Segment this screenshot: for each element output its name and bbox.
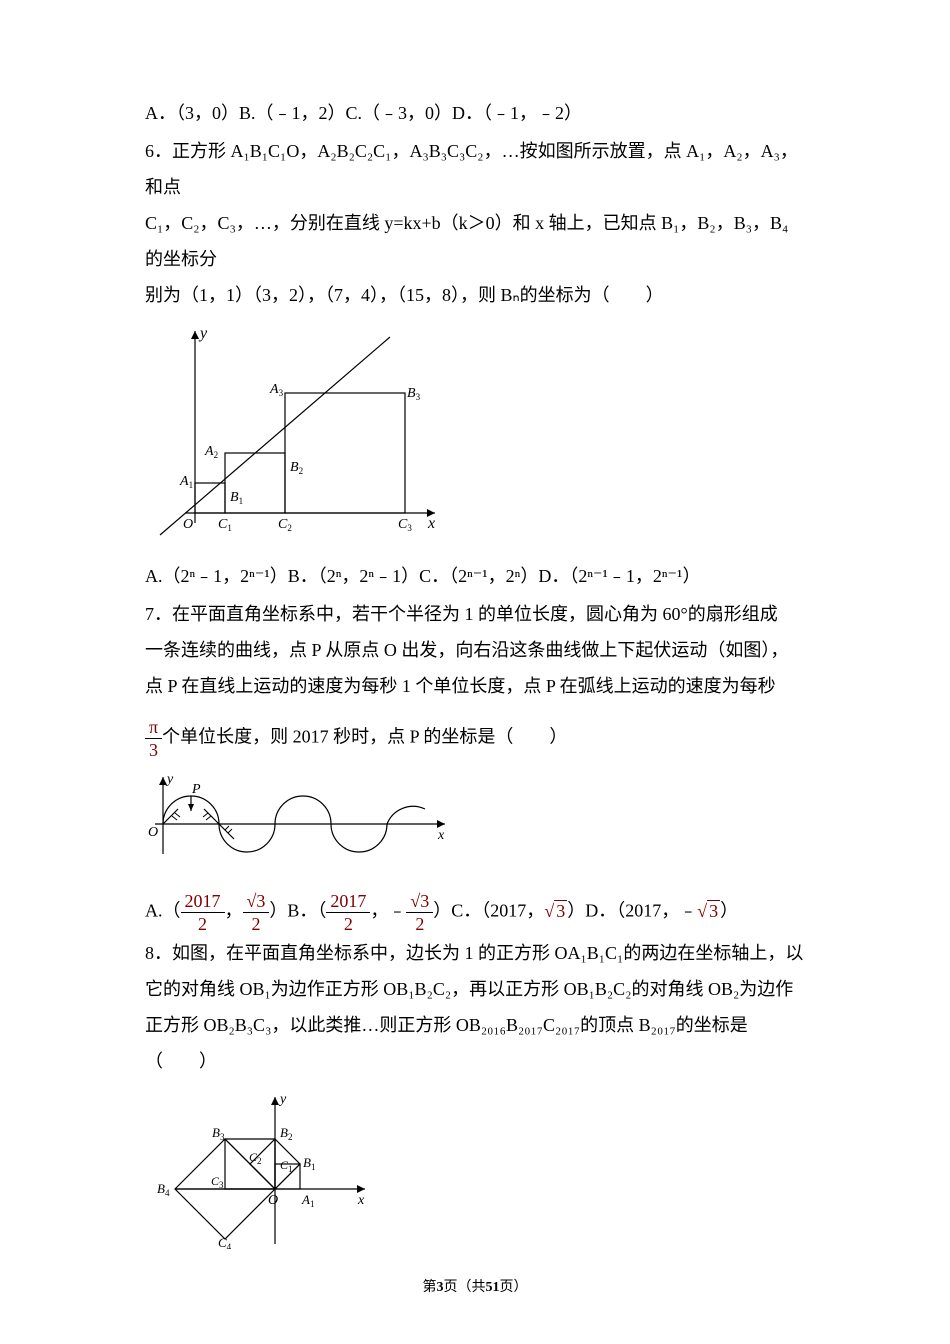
svg-text:A2: A2 xyxy=(204,444,218,460)
svg-text:B3: B3 xyxy=(212,1125,225,1142)
svg-text:y: y xyxy=(198,325,208,342)
svg-text:A1: A1 xyxy=(179,474,193,490)
q6-stem-1: 6．正方形 A₁B₁C₁O，A₂B₂C₂C₁，A₃B₃C₃C₂，…按如图所示放置… xyxy=(145,133,805,205)
svg-text:y: y xyxy=(165,772,174,787)
svg-text:x: x xyxy=(437,828,445,843)
q7-stem-4: π 3 个单位长度，则 2017 秒时，点 P 的坐标是（ ） xyxy=(145,718,805,759)
svg-text:x: x xyxy=(357,1193,365,1208)
q6-options: A.（2ⁿ﹣1，2ⁿ⁻¹）B．（2ⁿ，2ⁿ﹣1）C．（2ⁿ⁻¹，2ⁿ）D．（2ⁿ… xyxy=(145,558,805,594)
svg-text:O: O xyxy=(268,1193,278,1208)
page-footer: 第3页（共51页） xyxy=(0,1276,950,1296)
svg-text:C2: C2 xyxy=(278,517,292,533)
q7-options: A.（20172，√32）B．（20172，﹣√32）C．（2017，3）D．（… xyxy=(145,892,805,933)
svg-text:B3: B3 xyxy=(407,386,421,402)
q7-diagram: O y x P xyxy=(145,769,805,874)
svg-text:O: O xyxy=(148,825,158,840)
svg-text:C3: C3 xyxy=(211,1174,224,1190)
q8-stem-3: 正方形 OB₂B₃C₃，以此类推…则正方形 OB₂₀₁₆B₂₀₁₇C₂₀₁₇的顶… xyxy=(145,1007,805,1079)
q7-stem-1: 7．在平面直角坐标系中，若干个半径为 1 的单位长度，圆心角为 60°的扇形组成 xyxy=(145,596,805,632)
svg-text:O: O xyxy=(183,517,193,532)
q5-options: A．（3，0）B.（﹣1，2）C.（﹣3，0）D．（﹣1，﹣2） xyxy=(145,95,805,131)
svg-text:y: y xyxy=(278,1092,287,1107)
svg-text:A1: A1 xyxy=(301,1192,314,1209)
svg-text:B2: B2 xyxy=(290,460,303,476)
svg-text:C1: C1 xyxy=(280,1158,293,1174)
svg-text:P: P xyxy=(191,782,201,797)
q8-stem-1: 8．如图，在平面直角坐标系中，边长为 1 的正方形 OA₁B₁C₁的两边在坐标轴… xyxy=(145,935,805,971)
svg-text:x: x xyxy=(427,515,435,532)
svg-text:A3: A3 xyxy=(269,382,284,398)
svg-text:B4: B4 xyxy=(157,1181,170,1198)
q8-stem-2: 它的对角线 OB₁为边作正方形 OB₁B₂C₂，再以正方形 OB₁B₂C₂的对角… xyxy=(145,971,805,1007)
svg-text:C1: C1 xyxy=(218,517,232,533)
q6-diagram: y x O A1 A2 A3 B1 B2 B3 C1 C2 C3 xyxy=(145,323,805,548)
q7-stem-3: 点 P 在直线上运动的速度为每秒 1 个单位长度，点 P 在弧线上运动的速度为每… xyxy=(145,668,805,704)
svg-text:C3: C3 xyxy=(398,517,412,533)
q7-stem-2: 一条连续的曲线，点 P 从原点 O 出发，向右沿这条曲线做上下起伏运动（如图）， xyxy=(145,632,805,668)
svg-text:C4: C4 xyxy=(218,1235,232,1249)
q6-stem-3: 别为（1，1）（3，2），（7，4），（15，8），则 Bₙ的坐标为（ ） xyxy=(145,277,805,313)
frac-pi-over-3: π 3 xyxy=(145,718,162,759)
svg-text:B2: B2 xyxy=(280,1125,292,1142)
q8-diagram: y x O A1 B1 B2 B3 B4 C1 C2 C3 C4 xyxy=(145,1089,805,1254)
svg-text:B1: B1 xyxy=(303,1155,315,1172)
svg-text:C2: C2 xyxy=(249,1150,262,1166)
q6-stem-2: C₁，C₂，C₃，…，分别在直线 y=kx+b（k＞0）和 x 轴上，已知点 B… xyxy=(145,205,805,277)
svg-text:B1: B1 xyxy=(230,490,243,506)
